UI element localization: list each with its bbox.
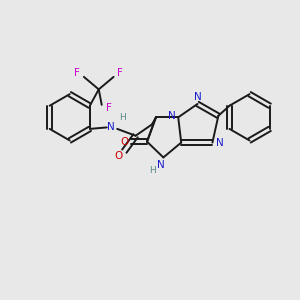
Text: F: F xyxy=(117,68,123,78)
Text: N: N xyxy=(168,111,176,121)
Text: O: O xyxy=(114,151,122,160)
Text: O: O xyxy=(120,137,128,147)
Text: N: N xyxy=(107,122,115,132)
Text: N: N xyxy=(194,92,202,102)
Text: H: H xyxy=(119,113,126,122)
Text: H: H xyxy=(149,166,155,175)
Text: N: N xyxy=(216,138,224,148)
Text: F: F xyxy=(106,103,112,113)
Text: F: F xyxy=(74,68,80,78)
Text: N: N xyxy=(157,160,165,170)
